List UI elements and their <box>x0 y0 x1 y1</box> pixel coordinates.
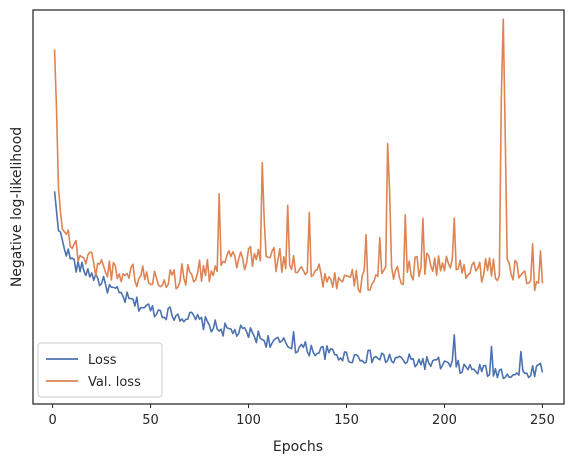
legend-label-loss: Loss <box>88 353 117 368</box>
x-tick-label: 200 <box>432 413 457 428</box>
legend-label-val-loss: Val. loss <box>88 375 141 390</box>
x-tick-label: 250 <box>530 413 555 428</box>
x-tick-label: 150 <box>334 413 359 428</box>
x-tick-label: 0 <box>48 413 56 428</box>
series-line-loss <box>53 191 544 380</box>
x-axis-label: Epochs <box>273 439 323 455</box>
legend: Loss Val. loss <box>37 342 163 398</box>
plot-area-background <box>33 10 564 404</box>
series-line-val-loss <box>53 18 544 294</box>
plot-lines <box>53 18 544 380</box>
x-tick-label: 100 <box>236 413 261 428</box>
x-axis-ticks: 0 50 100 150 200 250 <box>48 404 555 428</box>
x-tick-label: 50 <box>142 413 159 428</box>
y-axis-label: Negative log-likelihood <box>9 127 25 287</box>
legend-frame <box>37 342 163 398</box>
plot-area-frame <box>32 9 565 405</box>
